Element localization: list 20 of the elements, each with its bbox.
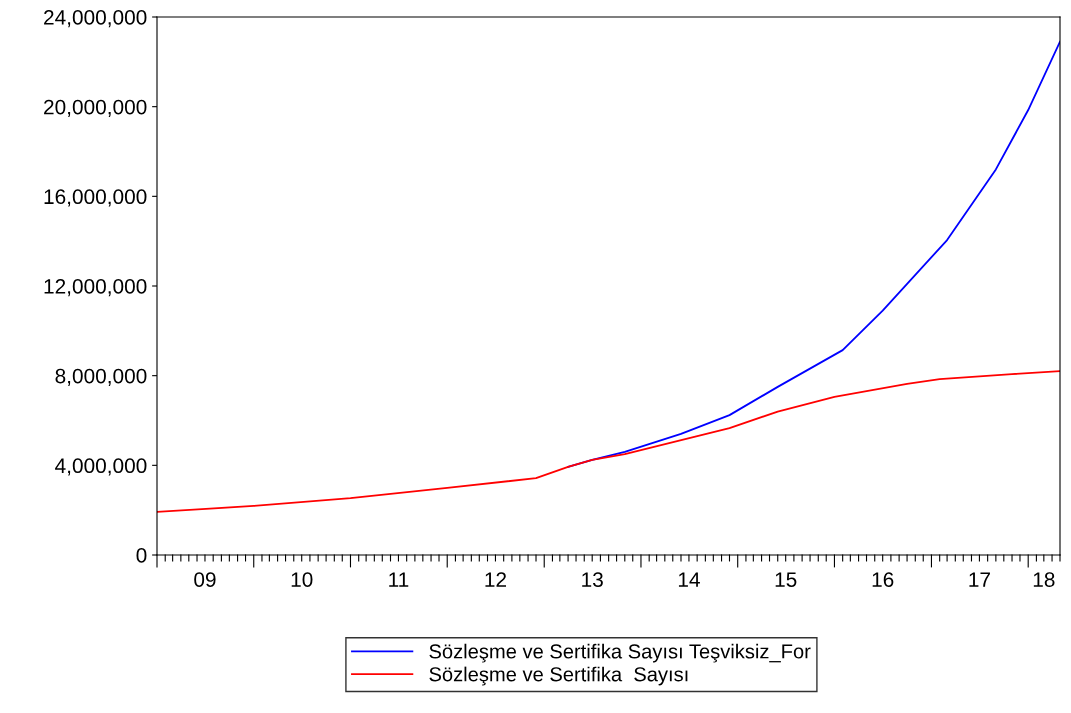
y-tick-label: 12,000,000 bbox=[44, 279, 147, 297]
y-tick-label: 20,000,000 bbox=[44, 99, 147, 117]
legend-label: Sözleşme ve Sertifika Sayısı Teşviksiz_For bbox=[429, 643, 811, 663]
x-tick-label: 11 bbox=[389, 572, 409, 587]
x-tick-label: 17 bbox=[969, 572, 990, 587]
x-tick-label: 16 bbox=[872, 572, 894, 587]
y-tick-label: 16,000,000 bbox=[44, 189, 147, 207]
x-tick-label: 10 bbox=[291, 572, 313, 587]
legend-label: Sözleşme ve Sertifika Sayısı bbox=[429, 666, 688, 686]
y-tick-label: 4,000,000 bbox=[55, 458, 147, 476]
y-tick-label: 24,000,000 bbox=[44, 10, 147, 28]
x-tick-label: 15 bbox=[775, 572, 797, 587]
x-tick-label: 09 bbox=[194, 572, 216, 587]
y-tick-label: 8,000,000 bbox=[55, 368, 147, 386]
x-tick-label: 13 bbox=[582, 572, 603, 587]
y-tick-label: 0 bbox=[136, 548, 147, 563]
x-tick-label: 14 bbox=[678, 572, 700, 587]
x-tick-label: 18 bbox=[1033, 572, 1055, 587]
x-tick-label: 12 bbox=[485, 572, 506, 587]
line-series bbox=[157, 370, 1060, 513]
